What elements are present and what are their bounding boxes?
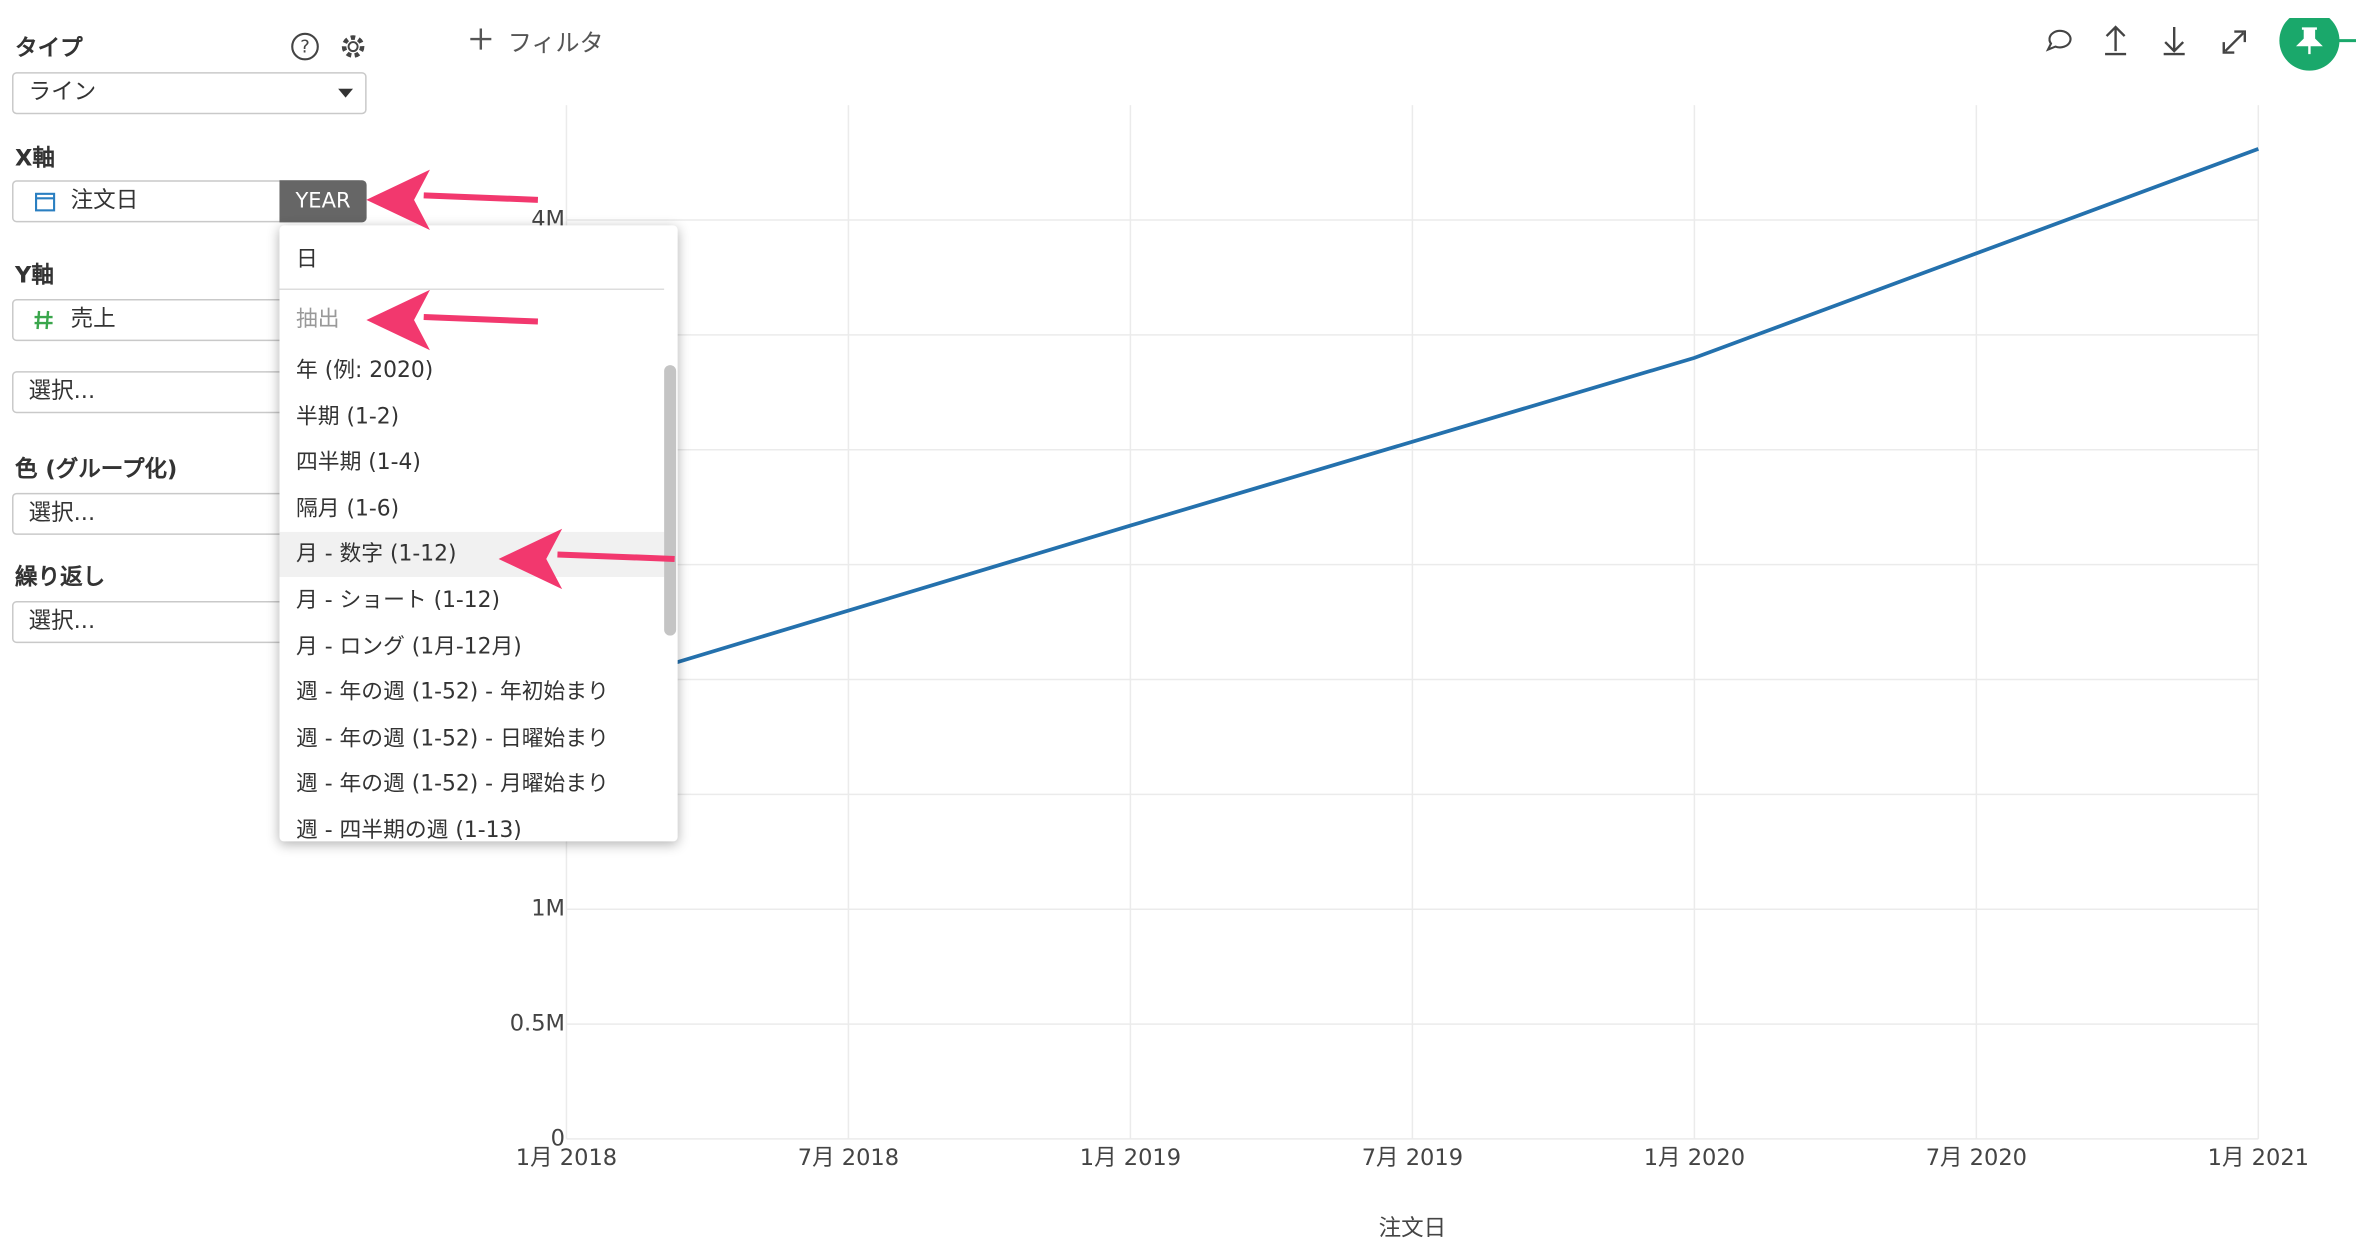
help-settings-icons: ? — [291, 32, 365, 61]
x-axis-title: 注文日 — [1379, 1216, 1447, 1242]
x-tick-label: 7月 2020 — [1926, 1145, 2027, 1171]
upload-icon[interactable] — [2105, 25, 2127, 56]
expand-icon[interactable] — [2222, 30, 2247, 54]
repeat-label: 繰り返し — [15, 563, 106, 591]
y-tick-label: 0.5M — [510, 1011, 565, 1037]
type-label: タイプ — [15, 34, 83, 62]
dropdown-item[interactable]: 月 - ロング (1月-12月) — [296, 634, 522, 660]
color-label: 色 (グループ化) — [15, 455, 178, 483]
dropdown-item[interactable]: 週 - 年の週 (1-52) - 日曜始まり — [296, 726, 609, 751]
filter-button[interactable]: フィルタ — [507, 28, 604, 58]
x-tick-label: 1月 2021 — [2208, 1145, 2309, 1171]
dropdown-item[interactable]: 半期 (1-2) — [296, 405, 400, 430]
x-tick-label: 1月 2019 — [1080, 1145, 1181, 1171]
x-tick-label: 1月 2018 — [516, 1145, 617, 1171]
dropdown-item[interactable]: 週 - 年の週 (1-52) - 年初始まり — [296, 680, 609, 705]
dropdown-item[interactable]: 隔月 (1-6) — [296, 497, 400, 522]
y-field-name: 売上 — [70, 305, 116, 333]
x-tick-label: 7月 2018 — [798, 1145, 899, 1171]
y-tick-label: 0 — [551, 1125, 565, 1151]
dropdown-item[interactable]: 日 — [296, 247, 318, 272]
dropdown-item[interactable]: 年 (例: 2020) — [296, 359, 434, 384]
type-value: ライン — [28, 78, 97, 106]
comment-icon[interactable] — [2045, 29, 2072, 52]
type-select[interactable]: ライン — [12, 72, 367, 115]
x-field-name: 注文日 — [70, 186, 139, 214]
dropdown-item[interactable]: 月 - ショート (1-12) — [296, 588, 501, 614]
download-icon[interactable] — [2163, 27, 2185, 56]
x-tick-label: 1月 2020 — [1644, 1145, 1745, 1171]
toolbar-icons — [2045, 18, 2356, 71]
y-tick-label: 1M — [531, 896, 565, 922]
y-axis-label: Y軸 — [15, 261, 54, 289]
svg-text:?: ? — [300, 37, 310, 58]
scrollbar[interactable] — [664, 365, 677, 636]
x-unit-button[interactable]: YEAR — [279, 180, 367, 223]
dropdown-item[interactable]: 週 - 四半期の週 (1-13) — [296, 818, 522, 842]
line — [565, 147, 2259, 698]
plus-icon — [470, 28, 492, 50]
dropdown-item[interactable]: 週 - 年の週 (1-52) - 月曜始まり — [296, 772, 609, 797]
x-tick-label: 7月 2019 — [1362, 1145, 1463, 1171]
dropdown-section: 抽出 — [296, 308, 340, 333]
dropdown: 日 抽出 年 (例: 2020) 半期 (1-2) 四半期 (1-4) 隔月 (1-6… — [279, 225, 678, 842]
x-axis-label: X軸 — [15, 144, 55, 172]
dropdown-item[interactable]: 四半期 (1-4) — [296, 451, 421, 476]
